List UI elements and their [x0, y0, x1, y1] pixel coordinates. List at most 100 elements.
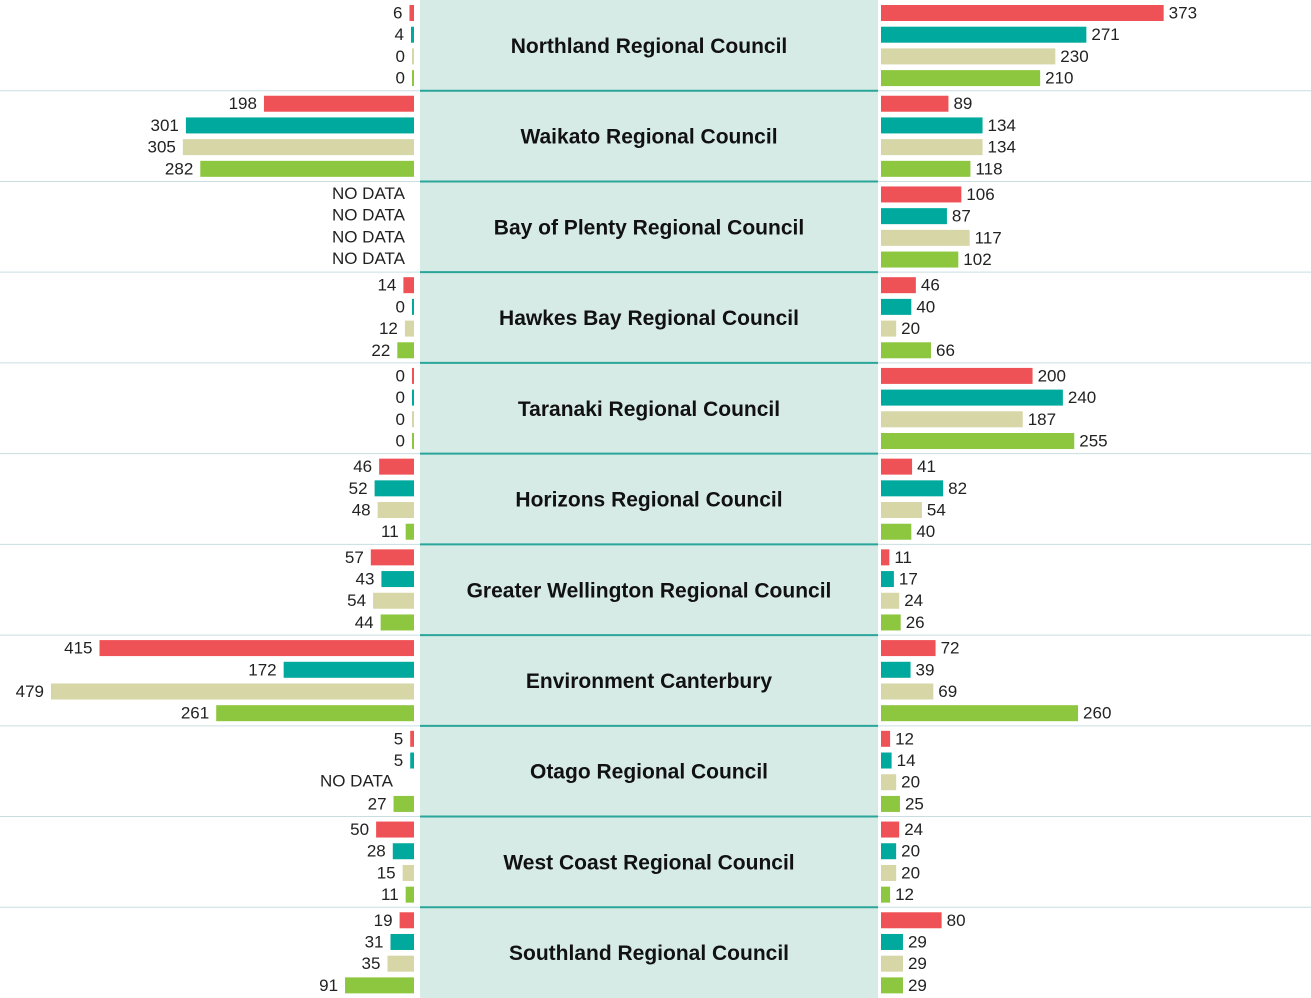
value-label: 301 — [151, 116, 179, 135]
value-label: 172 — [248, 660, 276, 679]
bar — [404, 320, 414, 337]
bar — [381, 571, 414, 588]
value-label: NO DATA — [332, 227, 406, 246]
value-label: 87 — [952, 207, 971, 226]
bar — [376, 821, 414, 838]
bar — [51, 683, 414, 700]
center-panel — [420, 0, 878, 998]
value-label: 31 — [365, 932, 384, 951]
bar — [881, 251, 959, 268]
value-label: 230 — [1060, 47, 1088, 66]
value-label: 0 — [396, 388, 405, 407]
bar — [345, 977, 414, 994]
value-label: 17 — [899, 570, 918, 589]
bar — [200, 160, 414, 177]
value-label: 0 — [396, 297, 405, 316]
value-label: 282 — [165, 159, 193, 178]
category-label: Horizons Regional Council — [515, 489, 782, 512]
value-label: NO DATA — [332, 206, 406, 225]
bar — [412, 433, 414, 450]
value-label: 40 — [916, 522, 935, 541]
value-label: NO DATA — [332, 249, 406, 268]
value-label: 305 — [147, 138, 175, 157]
bar — [881, 752, 892, 769]
category-label: Environment Canterbury — [526, 670, 773, 693]
bar — [881, 117, 983, 134]
category-label: Northland Regional Council — [511, 35, 788, 58]
value-label: 0 — [396, 366, 405, 385]
bar — [283, 661, 414, 678]
value-label: 43 — [355, 570, 374, 589]
bar — [881, 933, 903, 950]
category-label: Greater Wellington Regional Council — [467, 579, 832, 602]
value-label: 14 — [897, 751, 916, 770]
bar — [881, 977, 903, 994]
value-label: 200 — [1038, 366, 1066, 385]
category-label: Otago Regional Council — [530, 761, 768, 784]
value-label: 24 — [904, 820, 923, 839]
bar — [881, 208, 947, 225]
value-label: 22 — [371, 341, 390, 360]
value-label: 41 — [917, 457, 936, 476]
bar — [881, 549, 890, 566]
value-label: 106 — [966, 185, 994, 204]
value-label: 5 — [394, 729, 403, 748]
value-label: 0 — [396, 47, 405, 66]
category-label: Bay of Plenty Regional Council — [494, 216, 804, 239]
bar — [370, 549, 414, 566]
value-label: 27 — [368, 794, 387, 813]
value-label: 12 — [895, 729, 914, 748]
value-label: 373 — [1169, 3, 1197, 22]
value-label: 5 — [394, 751, 403, 770]
value-label: NO DATA — [320, 772, 394, 791]
bar — [881, 298, 912, 315]
value-label: 0 — [396, 69, 405, 88]
value-label: 6 — [393, 3, 402, 22]
bar — [99, 640, 415, 657]
value-label: 479 — [16, 682, 44, 701]
value-label: 25 — [905, 794, 924, 813]
bar — [881, 139, 983, 156]
value-label: 54 — [927, 501, 946, 520]
value-label: 24 — [904, 591, 923, 610]
value-label: 72 — [941, 639, 960, 658]
bar — [399, 912, 414, 929]
value-label: 4 — [394, 25, 403, 44]
bar — [881, 592, 900, 609]
category-label: West Coast Regional Council — [503, 851, 794, 874]
bar — [374, 480, 414, 497]
bar — [881, 458, 913, 475]
bar — [412, 367, 414, 384]
value-label: 210 — [1045, 69, 1073, 88]
bar — [881, 95, 949, 112]
value-label: 29 — [908, 954, 927, 973]
value-label: 52 — [349, 479, 368, 498]
value-label: 29 — [908, 976, 927, 995]
category-label: Hawkes Bay Regional Council — [499, 307, 799, 330]
value-label: 48 — [352, 501, 371, 520]
bar — [881, 955, 903, 972]
bar — [373, 592, 414, 609]
bar — [409, 5, 414, 21]
value-label: 15 — [377, 863, 396, 882]
bar — [881, 502, 922, 519]
bar — [185, 117, 414, 134]
bar — [410, 752, 414, 769]
bar — [881, 411, 1023, 428]
bar — [881, 705, 1079, 722]
bar — [390, 933, 414, 950]
value-label: 415 — [64, 639, 92, 658]
category-label: Taranaki Regional Council — [518, 398, 780, 421]
bar — [881, 843, 897, 860]
bar — [881, 367, 1033, 384]
value-label: 117 — [975, 228, 1002, 247]
bar — [410, 730, 414, 747]
bar — [397, 342, 414, 359]
value-label: 35 — [362, 954, 381, 973]
bar — [881, 229, 970, 246]
bar — [881, 774, 897, 791]
bar — [412, 411, 414, 428]
bar — [881, 795, 900, 812]
value-label: 19 — [374, 911, 393, 930]
